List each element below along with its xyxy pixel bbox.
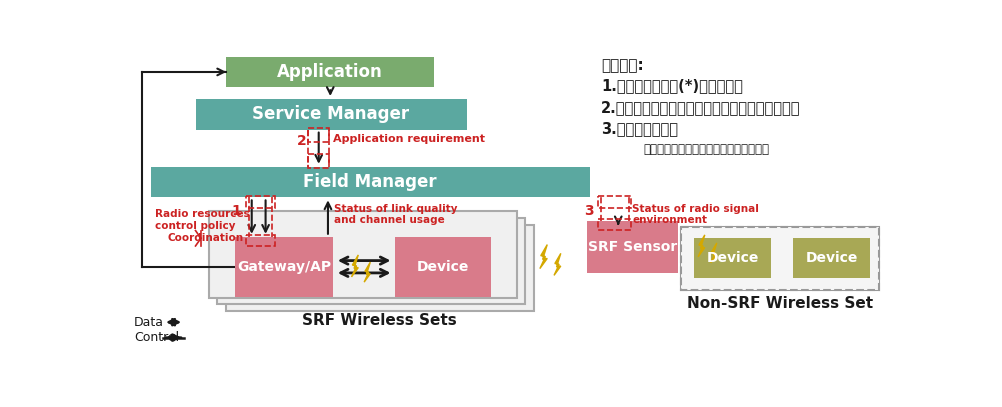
Bar (587, 221, 678, 273)
Text: Device: Device (417, 260, 469, 274)
Bar (151, 166, 590, 197)
Bar (245, 235, 275, 246)
Text: Application requirement: Application requirement (333, 134, 485, 144)
Text: 2: 2 (297, 134, 307, 148)
Bar (208, 211, 517, 298)
Text: Data: Data (134, 316, 164, 329)
Bar (680, 227, 880, 290)
Bar (225, 225, 533, 311)
Bar (226, 57, 434, 88)
Text: Status of radio signal
environment: Status of radio signal environment (632, 204, 759, 225)
Text: SRF Sensor: SRF Sensor (588, 240, 677, 254)
Bar (308, 154, 330, 168)
Bar (245, 196, 275, 208)
Polygon shape (364, 262, 371, 282)
Text: 1.　無線リソース(*)の階層制御: 1. 無線リソース(*)の階層制御 (601, 78, 743, 93)
Text: Device: Device (706, 251, 760, 265)
Bar (598, 219, 630, 230)
Bar (217, 218, 525, 304)
Bar (395, 237, 491, 297)
Text: 3: 3 (584, 204, 593, 218)
Text: ＊　無線リソース：周波数、時間、空間: ＊ 無線リソース：周波数、時間、空間 (643, 143, 770, 156)
Text: 3.　無線環境監視: 3. 無線環境監視 (601, 121, 678, 136)
Text: 2.　アプリとネットワークの状態を意識した管理: 2. アプリとネットワークの状態を意識した管理 (601, 100, 801, 115)
Text: 主な特長:: 主な特長: (601, 58, 644, 73)
Polygon shape (540, 245, 547, 269)
Bar (793, 238, 870, 278)
Bar (234, 237, 334, 297)
Bar (680, 227, 880, 290)
Text: 1: 1 (231, 204, 240, 218)
Text: Field Manager: Field Manager (304, 173, 437, 191)
Text: Non-SRF Wireless Set: Non-SRF Wireless Set (687, 296, 873, 311)
Text: Gateway/AP: Gateway/AP (237, 260, 331, 274)
Polygon shape (710, 243, 716, 263)
Bar (195, 99, 467, 130)
Text: SRF Wireless Sets: SRF Wireless Sets (303, 313, 457, 328)
Text: Control: Control (134, 331, 179, 344)
Bar (598, 196, 630, 208)
Bar (308, 128, 330, 142)
Text: Service Manager: Service Manager (253, 105, 410, 123)
Bar (694, 238, 772, 278)
Polygon shape (554, 253, 561, 276)
Polygon shape (698, 235, 704, 257)
Text: Application: Application (278, 63, 383, 81)
Text: Status of link quality
and channel usage: Status of link quality and channel usage (334, 204, 458, 225)
Text: Coordination: Coordination (167, 233, 243, 243)
Polygon shape (352, 255, 359, 277)
Text: Radio resources
control policy: Radio resources control policy (154, 209, 249, 231)
Text: Device: Device (806, 251, 858, 265)
